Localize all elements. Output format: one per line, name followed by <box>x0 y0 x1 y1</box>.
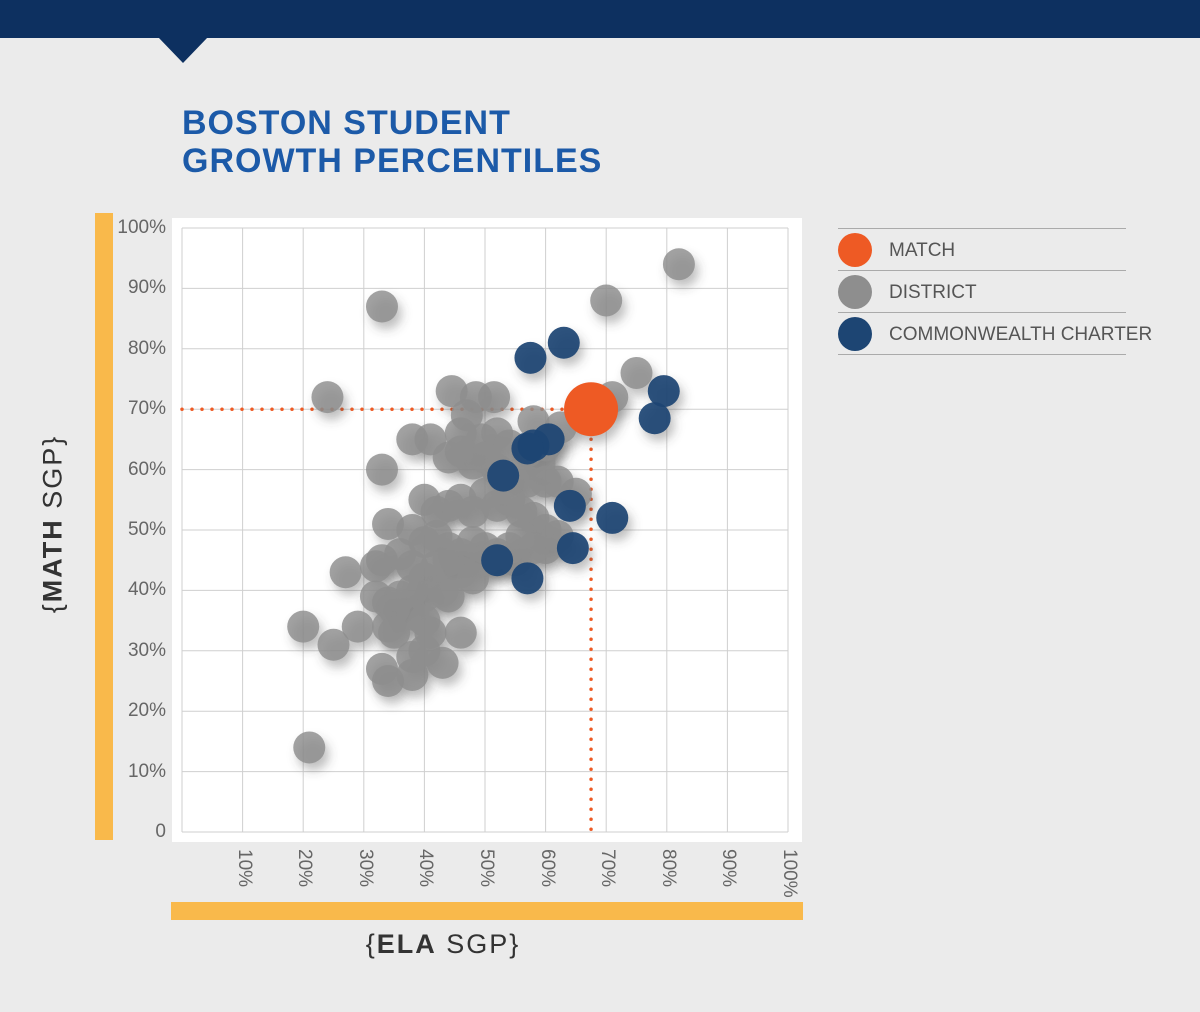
title-line-1: BOSTON STUDENT <box>182 104 511 142</box>
x-tick-label: 60% <box>536 849 558 888</box>
district-point <box>478 381 511 414</box>
charter-point <box>487 459 520 492</box>
chart-title: BOSTON STUDENT GROWTH PERCENTILES <box>182 104 602 180</box>
charter-point <box>481 544 514 577</box>
x-axis-accent-bar <box>171 902 803 920</box>
y-tick-label: 40% <box>127 579 166 601</box>
x-tick-label: 10% <box>233 849 255 888</box>
legend-swatch-district <box>838 275 872 309</box>
district-point <box>444 616 477 649</box>
district-point <box>662 248 695 281</box>
district-point <box>293 731 326 764</box>
y-axis-accent-bar <box>95 213 113 840</box>
x-tick-label: 20% <box>294 849 316 888</box>
y-tick-label: 10% <box>127 760 166 782</box>
charter-point <box>638 402 671 435</box>
legend-label-match: MATCH <box>889 240 956 261</box>
y-tick-label: 80% <box>127 337 166 359</box>
charter-point <box>511 562 544 595</box>
charter-point <box>547 326 580 359</box>
charter-point <box>647 375 680 408</box>
x-label-open-brace: { <box>365 929 377 959</box>
y-axis-label: {MATH SGP} <box>38 435 69 614</box>
legend-item-charter: COMMONWEALTH CHARTER <box>838 313 1152 355</box>
district-point <box>529 532 562 565</box>
legend-item-match: MATCH <box>838 229 1126 271</box>
legend-swatch-charter <box>838 317 872 351</box>
top-header-bar <box>0 0 1200 38</box>
district-point <box>317 628 350 661</box>
y-tick-label: 100% <box>117 217 166 238</box>
x-tick-label: 80% <box>657 849 679 888</box>
district-point <box>341 610 374 643</box>
district-point <box>311 381 344 414</box>
x-tick-label: 50% <box>476 849 497 888</box>
legend: MATCH DISTRICT COMMONWEALTH CHARTER <box>838 228 1152 355</box>
district-point <box>590 284 623 317</box>
x-tick-label: 90% <box>718 849 740 888</box>
legend-swatch-match <box>838 233 872 267</box>
x-label-close-brace: } <box>509 929 521 959</box>
y-label-rest: SGP <box>37 445 68 509</box>
legend-label-charter: COMMONWEALTH CHARTER <box>889 324 1153 345</box>
charter-point <box>511 432 544 465</box>
y-tick-label: 50% <box>127 519 166 540</box>
y-label-open-brace: { <box>37 602 68 614</box>
charter-point <box>553 489 586 522</box>
match-point <box>564 382 619 437</box>
y-tick-label: 60% <box>127 458 166 480</box>
legend-label-district: DISTRICT <box>889 282 977 303</box>
y-tick-label: 70% <box>127 398 166 420</box>
y-tick-label: 90% <box>127 277 166 299</box>
charter-point <box>596 501 629 534</box>
x-label-rest: SGP <box>446 929 510 959</box>
district-point <box>365 453 398 486</box>
district-point <box>426 646 459 679</box>
district-point <box>287 610 320 643</box>
district-point <box>435 375 468 408</box>
header-notch <box>158 37 208 63</box>
district-point <box>372 507 405 540</box>
guide-lines <box>180 407 593 834</box>
x-tick-label: 70% <box>597 849 619 888</box>
y-label-close-brace: } <box>37 434 68 446</box>
x-label-bold: ELA <box>376 929 437 959</box>
y-tick-label: 0 <box>155 821 166 842</box>
y-tick-label: 20% <box>127 700 166 722</box>
data-points <box>287 248 695 764</box>
legend-item-district: DISTRICT <box>838 271 1126 313</box>
charter-point <box>514 341 547 374</box>
district-point <box>329 556 362 589</box>
charter-point <box>556 532 589 565</box>
x-tick-label: 30% <box>354 849 376 888</box>
y-tick-label: 30% <box>127 639 166 661</box>
district-point <box>620 356 653 389</box>
y-label-bold: MATH <box>37 518 68 603</box>
x-axis-label: {ELA SGP} <box>366 929 521 960</box>
title-line-2: GROWTH PERCENTILES <box>182 142 603 180</box>
x-tick-label: 40% <box>415 849 437 888</box>
x-tick-label: 100% <box>779 849 800 898</box>
district-point <box>365 290 398 323</box>
district-point <box>432 580 465 613</box>
district-point <box>372 665 405 697</box>
